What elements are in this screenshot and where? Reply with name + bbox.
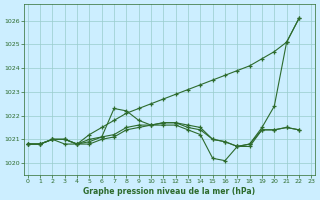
X-axis label: Graphe pression niveau de la mer (hPa): Graphe pression niveau de la mer (hPa) (84, 187, 256, 196)
